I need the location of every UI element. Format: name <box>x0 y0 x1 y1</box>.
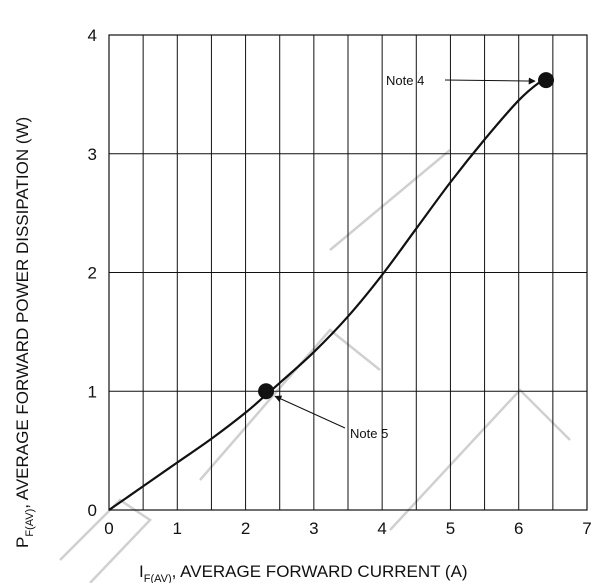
note-4-label: Note 4 <box>386 73 424 88</box>
x-tick-label: 7 <box>582 519 591 538</box>
x-axis-label-rest: , AVERAGE FORWARD CURRENT (A) <box>172 562 468 581</box>
x-axis-label: IF(AV), AVERAGE FORWARD CURRENT (A) <box>139 562 468 583</box>
x-tick-label: 5 <box>446 519 455 538</box>
plot-frame <box>108 34 588 511</box>
y-axis-label-main: P <box>13 537 32 548</box>
y-axis-label-rest: , AVERAGE FORWARD POWER DISSIPATION (W) <box>13 117 32 509</box>
x-tick-label: 6 <box>514 519 523 538</box>
x-tick-label: 4 <box>377 519 386 538</box>
curve-markers <box>258 72 555 400</box>
annotations: Note 4 Note 5 <box>274 73 536 441</box>
y-axis-label-sub: F(AV) <box>24 509 36 537</box>
note-4-arrow <box>444 77 536 85</box>
x-tick-label: 2 <box>241 519 250 538</box>
y-tick-label: 4 <box>88 26 97 45</box>
x-axis-label-main: I <box>139 562 144 581</box>
x-tick-label: 3 <box>309 519 318 538</box>
y-tick-label: 2 <box>88 264 97 283</box>
y-tick-label: 0 <box>88 501 97 520</box>
y-tick-label: 3 <box>88 145 97 164</box>
power-curve <box>108 79 547 511</box>
y-tick-labels: 0 1 2 3 4 <box>88 26 97 520</box>
x-tick-label: 1 <box>173 519 182 538</box>
curve-marker-1 <box>258 383 275 400</box>
y-tick-label: 1 <box>88 382 97 401</box>
note-5-label: Note 5 <box>350 426 388 441</box>
y-axis-label: PF(AV), AVERAGE FORWARD POWER DISSIPATIO… <box>13 117 36 548</box>
x-tick-labels: 0 1 2 3 4 5 6 7 <box>104 519 591 538</box>
x-tick-label: 0 <box>104 519 113 538</box>
curve-marker-2 <box>538 72 555 89</box>
x-axis-label-sub: F(AV) <box>144 573 172 583</box>
note-5-arrow <box>274 395 346 429</box>
plot-grid <box>109 35 587 510</box>
